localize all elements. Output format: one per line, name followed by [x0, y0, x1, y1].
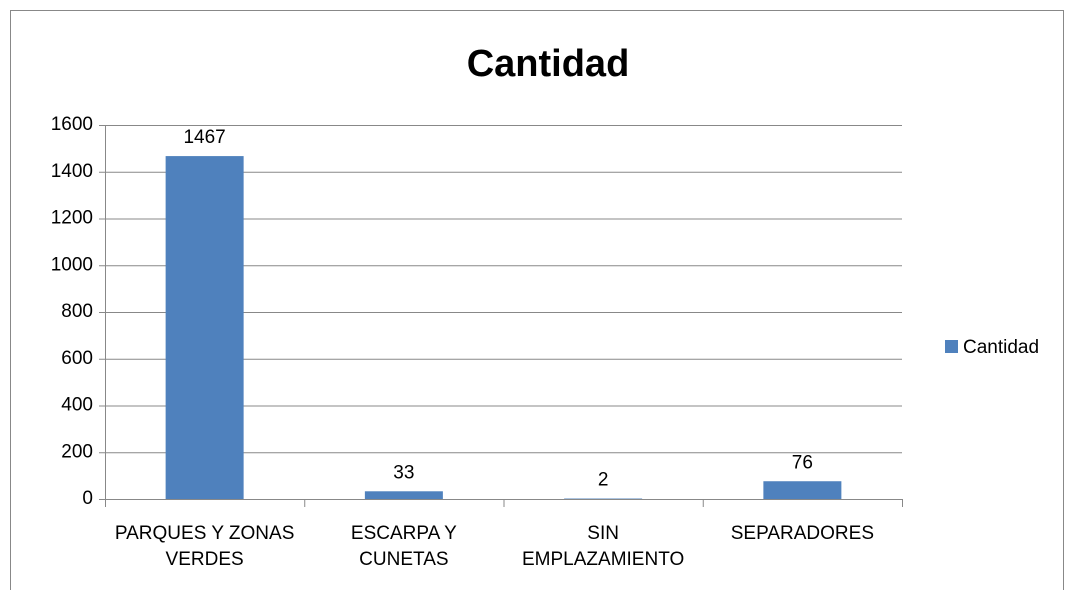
y-tick-label: 200 — [61, 441, 93, 462]
data-label: 1467 — [183, 127, 225, 148]
y-tick-label: 600 — [61, 348, 93, 369]
y-tick-label: 1400 — [51, 161, 93, 182]
y-tick-label: 1600 — [51, 114, 93, 135]
x-tick-label: SIN EMPLAZAMIENTO — [522, 523, 685, 570]
bar — [763, 481, 842, 499]
y-tick-label: 0 — [82, 488, 93, 509]
y-tick-label: 800 — [61, 301, 93, 322]
x-tick-label: SEPARADORES — [730, 523, 874, 544]
data-label: 33 — [393, 462, 414, 483]
x-tick-label: ESCARPA Y CUNETAS — [350, 523, 457, 570]
y-tick-label: 1200 — [51, 208, 93, 229]
chart-title: Cantidad — [467, 43, 630, 85]
x-tick-label: PARQUES Y ZONAS VERDES — [114, 523, 295, 570]
bar — [364, 491, 443, 499]
y-tick-label: 1000 — [51, 254, 93, 275]
legend-label: Cantidad — [963, 337, 1039, 358]
data-label: 76 — [792, 452, 813, 473]
legend-swatch — [945, 340, 958, 353]
y-tick-label: 400 — [61, 395, 93, 416]
bar — [165, 156, 244, 499]
data-label: 2 — [598, 470, 609, 491]
